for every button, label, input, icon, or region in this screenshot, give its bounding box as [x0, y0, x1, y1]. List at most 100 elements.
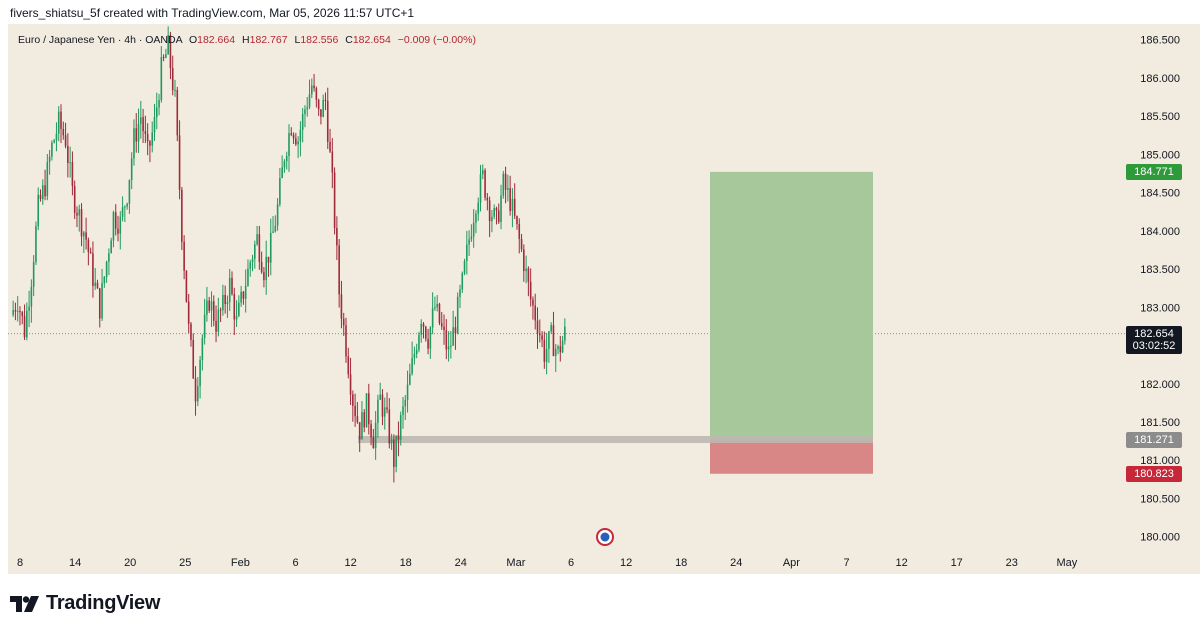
candle-body — [404, 399, 407, 407]
candle-body — [552, 325, 555, 356]
candle-body — [352, 394, 354, 406]
candle-body — [144, 131, 147, 134]
candle-body — [367, 393, 370, 425]
x-tick-label: 18 — [400, 557, 412, 569]
candle-body — [420, 323, 423, 335]
y-tick-label: 183.500 — [1140, 264, 1180, 276]
entry-level-band — [358, 436, 873, 444]
event-markers[interactable] — [596, 528, 614, 546]
y-tick-label: 186.500 — [1140, 35, 1180, 47]
candle-body — [468, 239, 470, 245]
x-tick-label: 20 — [124, 557, 136, 569]
candle-body — [461, 273, 464, 290]
candle-body — [436, 303, 438, 308]
candle-body — [516, 215, 518, 225]
candle-body — [174, 89, 176, 91]
candle-body — [554, 348, 557, 356]
candle-body — [427, 338, 429, 349]
candle-body — [119, 216, 122, 234]
candle-body — [194, 378, 197, 402]
candle-body — [411, 358, 413, 374]
candle-body — [358, 422, 361, 440]
candle-body — [165, 54, 167, 58]
candle-body — [283, 161, 286, 168]
candle-body — [269, 232, 272, 263]
candle-body — [176, 89, 179, 136]
candle-body — [281, 167, 283, 179]
candle-body — [190, 323, 192, 340]
candle-body — [333, 172, 336, 228]
candle-body — [212, 301, 215, 321]
candle-body — [292, 134, 295, 139]
x-tick-label: 14 — [69, 557, 81, 569]
price-axis[interactable] — [1125, 24, 1200, 574]
candle-body — [493, 208, 495, 217]
candle-body — [41, 185, 44, 199]
candle-body — [103, 276, 106, 284]
candle-body — [181, 189, 183, 242]
candle-body — [452, 327, 454, 346]
candle-body — [447, 346, 450, 350]
y-tick-label: 186.000 — [1140, 73, 1180, 85]
candle-body — [149, 141, 151, 146]
candle-body — [60, 111, 62, 129]
candle-body — [73, 185, 76, 213]
candle-body — [356, 416, 359, 423]
candle-body — [338, 245, 340, 295]
candle-body — [251, 258, 254, 263]
candle-body — [545, 348, 548, 362]
candle-body — [146, 133, 149, 142]
candle-body — [87, 239, 90, 253]
x-tick-label: 17 — [951, 557, 963, 569]
candle-body — [153, 117, 156, 133]
current-price-value: 182.654 — [1134, 327, 1174, 340]
candle-body — [235, 315, 238, 320]
y-tick-label: 185.000 — [1140, 149, 1180, 161]
candle-body — [37, 194, 40, 227]
x-tick-label: 12 — [620, 557, 632, 569]
candle-body — [534, 305, 537, 321]
candle-body — [415, 349, 418, 355]
candle-body — [507, 188, 509, 190]
candle-body — [192, 339, 195, 379]
price-chart[interactable]: 180.000 180.500 181.000 181.500 182.000 182.5… — [0, 24, 1200, 574]
candle-body — [395, 435, 397, 467]
candle-body — [160, 57, 163, 101]
candle-body — [23, 315, 26, 338]
x-tick-label: May — [1057, 557, 1078, 569]
position-tool[interactable] — [358, 171, 873, 474]
candle-body — [313, 85, 315, 89]
candle-body — [475, 213, 477, 223]
candle-body — [418, 334, 420, 350]
candle-body — [548, 331, 550, 349]
x-tick-label: Apr — [783, 557, 800, 569]
x-tick-label: 18 — [675, 557, 687, 569]
candle-body — [46, 161, 49, 197]
candle-body — [370, 424, 372, 438]
candle-body — [203, 314, 206, 339]
candle-body — [215, 320, 217, 332]
bar-countdown: 03:02:52 — [1132, 339, 1176, 352]
candle-body — [89, 252, 92, 254]
candle-body — [497, 210, 500, 222]
candle-body — [98, 288, 101, 319]
candle-body — [295, 138, 297, 145]
chart-panel[interactable]: 180.000 180.500 181.000 181.500 182.000 182.5… — [0, 24, 1200, 574]
candle-body — [564, 326, 566, 341]
tradingview-logo[interactable]: TradingView — [10, 592, 160, 615]
candle-body — [44, 185, 46, 197]
candle-body — [126, 203, 128, 207]
candle-body — [393, 439, 395, 467]
candle-body — [363, 412, 366, 428]
candle-body — [372, 437, 375, 449]
candle-body — [208, 300, 211, 311]
candle-body — [500, 195, 502, 222]
candle-body — [365, 393, 368, 428]
candle-body — [137, 123, 140, 142]
candle-body — [128, 179, 131, 204]
candle-body — [258, 234, 261, 263]
candle-body — [62, 128, 65, 136]
candle-body — [331, 151, 334, 173]
footer: TradingView — [0, 574, 1200, 630]
x-tick-label: 12 — [344, 557, 356, 569]
